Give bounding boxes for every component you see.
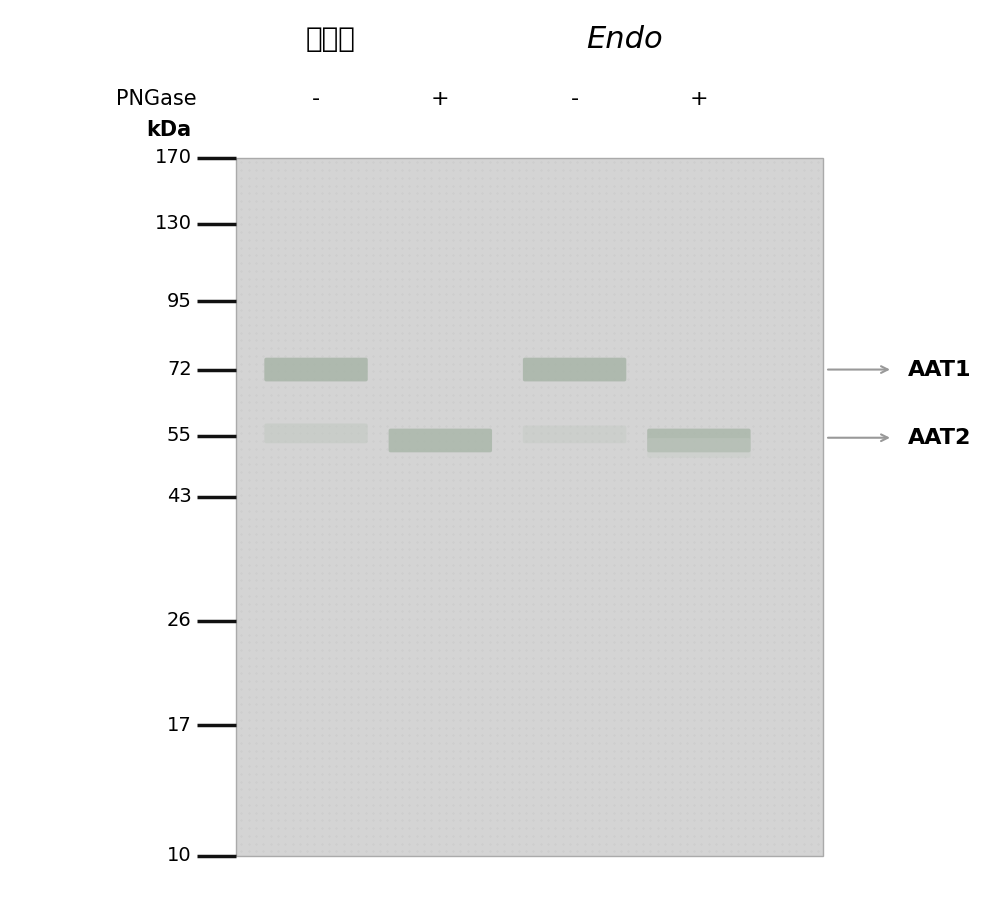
FancyBboxPatch shape xyxy=(236,158,823,856)
Text: -: - xyxy=(312,88,320,108)
Text: 17: 17 xyxy=(167,716,192,734)
Text: AAT2: AAT2 xyxy=(908,428,971,448)
FancyBboxPatch shape xyxy=(264,423,368,443)
FancyBboxPatch shape xyxy=(264,358,368,381)
FancyBboxPatch shape xyxy=(523,426,626,443)
FancyBboxPatch shape xyxy=(523,358,626,381)
Text: 72: 72 xyxy=(167,360,192,379)
Text: 130: 130 xyxy=(155,215,192,233)
Text: 95: 95 xyxy=(167,292,192,311)
Text: 控制组: 控制组 xyxy=(306,26,356,53)
FancyBboxPatch shape xyxy=(389,429,492,453)
Text: 26: 26 xyxy=(167,611,192,630)
Text: AAT1: AAT1 xyxy=(908,360,971,379)
Text: +: + xyxy=(690,88,708,108)
Text: 55: 55 xyxy=(167,427,192,445)
Text: kDa: kDa xyxy=(147,119,192,140)
FancyBboxPatch shape xyxy=(647,429,751,453)
Text: 10: 10 xyxy=(167,846,192,866)
Text: 170: 170 xyxy=(155,149,192,167)
Text: +: + xyxy=(431,88,450,108)
Text: Endo: Endo xyxy=(586,25,663,54)
Text: -: - xyxy=(571,88,579,108)
FancyBboxPatch shape xyxy=(647,438,751,458)
Text: 43: 43 xyxy=(167,487,192,506)
Text: PNGase: PNGase xyxy=(116,88,197,108)
